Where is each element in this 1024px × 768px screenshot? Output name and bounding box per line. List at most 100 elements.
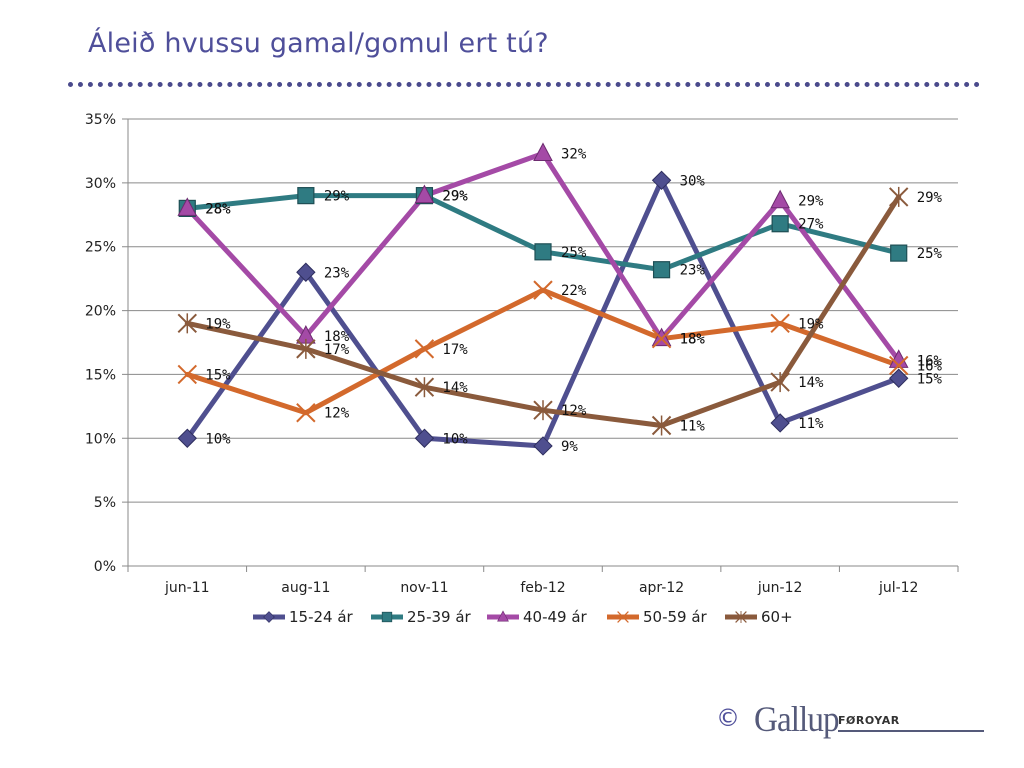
brand-subtitle: FØROYAR: [838, 714, 900, 727]
data-point-marker: [770, 313, 790, 334]
data-point-marker: [651, 170, 672, 191]
data-label: 11%: [798, 416, 824, 432]
series-line-5: [184, 194, 902, 429]
data-point-marker: [889, 186, 909, 207]
data-label: 19%: [798, 316, 824, 332]
data-point-marker: [651, 327, 672, 347]
y-tick-label: 20%: [85, 304, 116, 320]
data-point-marker: [177, 197, 198, 216]
chart-grid: [122, 118, 959, 572]
data-point-marker: [651, 328, 672, 349]
data-label: 15%: [205, 367, 231, 383]
data-label: 10%: [205, 431, 231, 447]
legend-marker: [497, 610, 509, 622]
data-label: 18%: [680, 332, 706, 348]
legend-label: 60+: [761, 608, 793, 626]
data-labels: 10% 23% 10% 9% 30% 11% 15% 28% 29% 29% 25% 23% 27% 25…: [205, 146, 942, 454]
x-axis-ticks: jun-11 aug-11 nov-11 feb-12 apr-12 jun-12 jul-…: [164, 580, 918, 596]
data-point-marker: [651, 415, 672, 436]
footer-logo: © Gallup FØROYAR: [716, 699, 996, 748]
data-label: 12%: [561, 403, 587, 419]
data-point-marker: [296, 338, 316, 359]
y-axis-ticks: 0% 5% 10% 15% 20% 25% 30% 35%: [85, 112, 116, 575]
data-point-marker: [890, 244, 908, 262]
data-label: 29%: [442, 189, 468, 205]
data-label: 16%: [917, 358, 943, 374]
data-point-marker: [534, 243, 552, 261]
data-point-marker: [414, 428, 435, 448]
data-label: 29%: [324, 189, 350, 205]
data-label: 22%: [561, 283, 587, 299]
x-tick-label: jun-11: [164, 580, 210, 596]
data-label: 29%: [917, 190, 943, 206]
data-point-marker: [177, 313, 197, 334]
data-label: 29%: [442, 189, 468, 205]
y-tick-label: 10%: [85, 431, 116, 447]
legend-marker: [263, 611, 275, 623]
y-tick-label: 0%: [94, 559, 116, 575]
title-divider: [68, 82, 980, 87]
data-point-marker: [533, 436, 553, 456]
series-line-4: [184, 287, 902, 416]
x-tick-label: aug-11: [281, 580, 330, 596]
data-point-marker: [888, 349, 909, 368]
data-label: 10%: [442, 431, 468, 447]
legend-marker: [735, 611, 747, 624]
data-label: 15%: [917, 371, 943, 387]
legend-label: 50-59 ár: [643, 608, 708, 626]
data-label: 23%: [680, 263, 706, 279]
data-label: 28%: [205, 201, 231, 217]
chart-legend: 15-24 ár 25-39 ár 40-49 ár 50-59 ár 60+: [253, 608, 793, 626]
data-point-marker: [414, 377, 435, 398]
data-point-marker: [770, 413, 790, 433]
data-label: 30%: [680, 173, 706, 189]
data-label: 25%: [561, 245, 587, 261]
data-point-marker: [533, 280, 553, 300]
y-tick-label: 5%: [94, 495, 116, 511]
data-label: 17%: [442, 342, 468, 358]
data-point-marker: [177, 428, 197, 448]
data-point-marker: [771, 215, 789, 233]
data-label: 12%: [324, 406, 350, 422]
x-tick-label: jul-12: [878, 580, 919, 596]
y-tick-label: 25%: [85, 240, 116, 256]
data-point-marker: [414, 339, 435, 359]
data-label: 23%: [324, 265, 350, 281]
legend-label: 15-24 ár: [289, 608, 354, 626]
legend-marker: [617, 611, 629, 623]
brand-name: Gallup: [754, 699, 840, 739]
data-label: 14%: [442, 380, 468, 396]
x-tick-label: jun-12: [757, 580, 803, 596]
data-label: 11%: [680, 419, 706, 435]
data-point-marker: [889, 355, 909, 376]
data-point-marker: [177, 364, 197, 385]
x-tick-label: nov-11: [400, 580, 448, 596]
legend-marker: [381, 611, 393, 623]
data-point-marker: [770, 189, 790, 209]
data-point-marker: [533, 400, 553, 421]
data-point-marker: [297, 187, 315, 205]
data-label: 16%: [917, 353, 943, 369]
data-label: 18%: [324, 329, 350, 345]
data-label: 9%: [561, 439, 578, 455]
legend-label: 25-39 ár: [407, 608, 472, 626]
data-label: 27%: [798, 217, 824, 233]
data-label: 19%: [205, 316, 231, 332]
series-markers: [177, 142, 909, 456]
data-point-marker: [889, 368, 909, 388]
x-tick-label: apr-12: [639, 580, 684, 596]
data-point-marker: [652, 261, 671, 279]
legend-label: 40-49 ár: [523, 608, 588, 626]
copyright-symbol: ©: [716, 704, 740, 732]
data-label: 18%: [680, 332, 706, 348]
data-label: 29%: [798, 194, 824, 210]
data-label: 25%: [917, 246, 943, 262]
data-point-marker: [770, 372, 790, 393]
brand-underline: [838, 730, 984, 732]
data-label: 14%: [798, 375, 824, 391]
y-tick-label: 15%: [85, 367, 116, 383]
data-point-marker: [533, 142, 553, 161]
data-label: 32%: [561, 146, 587, 162]
x-tick-label: feb-12: [520, 580, 565, 596]
